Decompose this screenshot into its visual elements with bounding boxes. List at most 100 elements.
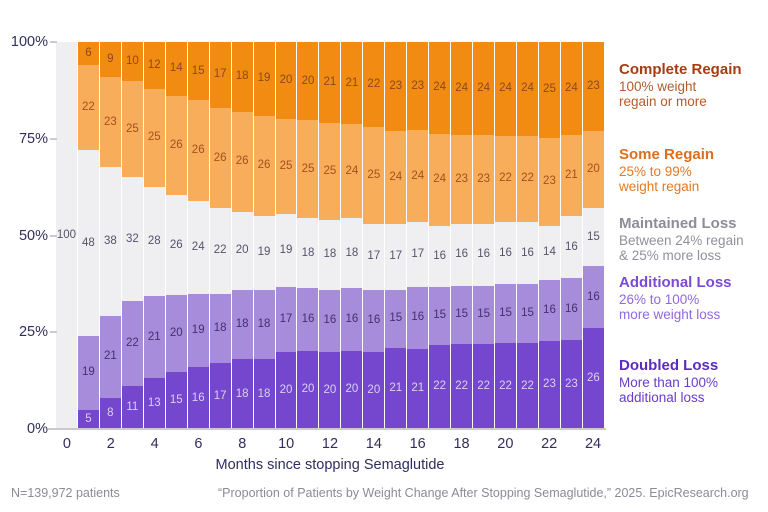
segment-additional-loss: 17 (275, 287, 297, 353)
segment-doubled-loss: 20 (341, 350, 363, 429)
segment-maintained-loss: 32 (121, 177, 143, 302)
segment-maintained-loss: 17 (407, 222, 429, 288)
segment-value-label: 21 (147, 330, 161, 343)
segment-some-regain: 24 (385, 131, 407, 224)
segment-value-label: 14 (543, 246, 556, 259)
segment-additional-loss: 15 (517, 284, 538, 343)
x-axis-tick-label: 4 (150, 436, 159, 452)
segment-value-label: 16 (499, 246, 512, 259)
segment-additional-loss: 16 (560, 278, 582, 340)
segment-value-label: 24 (345, 164, 359, 177)
bar-month-10: 20 25 19 17 20 (275, 42, 297, 429)
segment-maintained-loss: 26 (165, 195, 187, 295)
bar-month-4: 12 25 28 21 13 (143, 42, 165, 429)
segment-some-regain: 25 (363, 127, 385, 224)
legend-item-title: Maintained Loss (619, 215, 737, 232)
bar-month-17: 24 24 16 15 22 (429, 42, 451, 429)
segment-some-regain: 24 (429, 133, 451, 226)
segment-value-label: 32 (125, 232, 139, 245)
segment-value-label: 16 (586, 290, 600, 303)
segment-value-label: 16 (433, 250, 447, 263)
segment-value-label: 16 (565, 302, 578, 315)
segment-some-regain: 25 (297, 120, 319, 218)
segment-value-label: 24 (477, 81, 490, 94)
segment-value-label: 48 (82, 236, 95, 249)
segment-value-label: 20 (586, 163, 600, 176)
segment-doubled-loss: 21 (385, 347, 407, 429)
x-axis-tick-label: 14 (365, 436, 382, 452)
segment-value-label: 22 (477, 379, 490, 392)
segment-complete-regain: 20 (275, 42, 297, 119)
segment-complete-regain: 15 (187, 42, 209, 101)
segment-maintained-loss: 18 (297, 217, 319, 289)
segment-value-label: 8 (107, 406, 114, 419)
x-axis-tick-label: 16 (409, 436, 426, 452)
segment-value-label: 17 (411, 248, 425, 261)
segment-complete-regain: 23 (582, 42, 604, 132)
segment-some-regain: 25 (121, 80, 143, 178)
y-axis-tick-label: 0% (27, 421, 48, 437)
segment-value-label: 20 (235, 244, 249, 257)
segment-doubled-loss: 18 (231, 359, 253, 429)
segment-additional-loss: 15 (451, 285, 473, 344)
segment-value-label: 18 (235, 70, 249, 83)
segment-value-label: 24 (521, 82, 534, 95)
segment-some-regain: 26 (165, 95, 187, 196)
x-axis-tick-label: 0 (62, 436, 71, 452)
segment-doubled-loss: 26 (582, 328, 604, 429)
segment-doubled-loss: 21 (407, 348, 429, 429)
segment-some-regain: 25 (275, 118, 297, 215)
segment-complete-regain: 24 (560, 42, 582, 135)
segment-doubled-loss: 20 (319, 351, 341, 429)
segment-value-label: 21 (411, 382, 425, 395)
x-axis-tick-label: 10 (278, 436, 295, 452)
bar-month-18: 24 23 16 15 22 (451, 42, 473, 429)
segment-maintained-loss: 16 (451, 223, 473, 286)
segment-value-label: 17 (279, 313, 293, 326)
segment-additional-loss: 21 (143, 296, 165, 379)
segment-doubled-loss: 11 (121, 386, 143, 429)
bar-month-9: 19 26 19 18 18 (253, 42, 275, 429)
segment-value-label: 20 (323, 383, 337, 396)
segment-value-label: 20 (279, 73, 293, 86)
x-axis-tick-label: 20 (497, 436, 514, 452)
segment-some-regain: 24 (341, 124, 363, 218)
segment-value-label: 25 (543, 83, 556, 96)
segment-maintained-loss: 14 (538, 225, 560, 280)
segment-complete-regain: 24 (495, 42, 517, 136)
y-axis-tick-mark (50, 331, 57, 334)
segment-value-label: 24 (433, 173, 447, 186)
y-axis-tick-mark (50, 41, 57, 43)
segment-value-label: 19 (257, 246, 271, 259)
segment-some-regain: 23 (99, 77, 121, 168)
bar-month-22: 25 23 14 16 23 (538, 42, 560, 429)
segment-value-label: 100 (56, 229, 77, 241)
segment-some-regain: 23 (451, 134, 473, 224)
legend-item-maintained-loss: Maintained Loss Between 24% regain & 25% … (619, 215, 768, 263)
bar-month-23: 24 21 16 16 23 (560, 42, 582, 429)
segment-value-label: 24 (499, 82, 512, 95)
segment-complete-regain: 24 (429, 42, 451, 134)
segment-value-label: 17 (213, 68, 227, 81)
segment-some-regain: 26 (231, 111, 253, 213)
segment-complete-regain: 19 (253, 42, 275, 116)
segment-some-regain: 26 (253, 115, 275, 217)
segment-value-label: 20 (169, 326, 183, 339)
segment-complete-regain: 20 (297, 42, 319, 121)
segment-value-label: 21 (323, 76, 337, 89)
segment-complete-regain: 6 (77, 42, 99, 66)
segment-value-label: 38 (103, 234, 117, 247)
segment-value-label: 19 (191, 323, 205, 336)
segment-value-label: 20 (345, 383, 359, 396)
segment-value-label: 18 (235, 387, 249, 400)
segment-value-label: 16 (543, 303, 556, 316)
segment-doubled-loss: 23 (538, 340, 560, 429)
segment-complete-regain: 21 (341, 42, 363, 125)
segment-complete-regain: 23 (385, 42, 407, 132)
segment-value-label: 24 (411, 169, 425, 182)
segment-value-label: 28 (147, 234, 161, 247)
segment-value-label: 23 (103, 115, 117, 128)
segment-value-label: 15 (389, 312, 403, 325)
segment-value-label: 23 (455, 172, 469, 185)
